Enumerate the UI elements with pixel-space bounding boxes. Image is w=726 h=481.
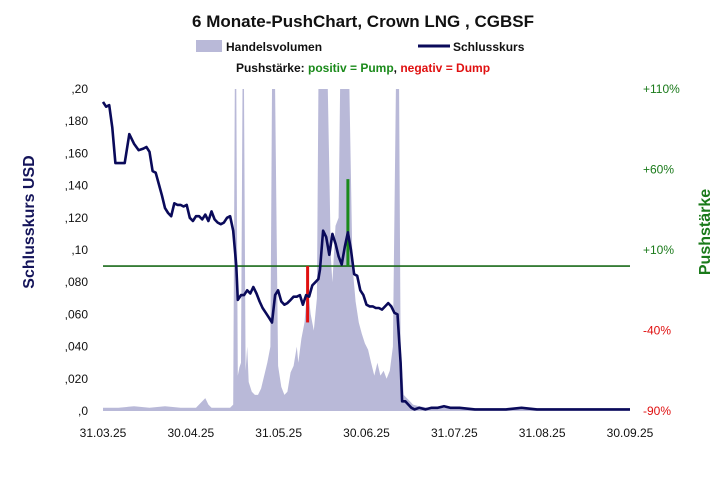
y-right-tick-label: -90% <box>643 404 671 418</box>
x-tick-label: 31.03.25 <box>80 426 127 440</box>
x-tick-label: 30.04.25 <box>167 426 214 440</box>
y-left-tick-label: ,140 <box>65 179 89 193</box>
legend-push-negative: negativ = Dump <box>400 61 490 75</box>
y-left-tick-label: ,080 <box>65 275 89 289</box>
legend-push-positive: positiv = Pump <box>308 61 394 75</box>
y-left-tick-label: ,120 <box>65 211 89 225</box>
volume-area <box>103 89 630 411</box>
legend-push-separator: , <box>394 61 401 75</box>
y-axis-right-title: Pushstärke <box>697 189 714 275</box>
y-left-tick-label: ,060 <box>65 307 89 321</box>
volume-layer <box>103 89 630 411</box>
legend-push-line: Pushstärke: positiv = Pump, negativ = Du… <box>236 61 490 75</box>
x-tick-label: 31.08.25 <box>519 426 566 440</box>
x-axis-ticks: 31.03.25 30.04.25 31.05.25 30.06.25 31.07.25… <box>80 426 654 440</box>
chart-legend: Handelsvolumen Schlusskurs Pushstärke: p… <box>196 40 525 75</box>
close-price-line <box>101 101 630 411</box>
y-right-tick-label: +10% <box>643 243 674 257</box>
y-left-tick-label: ,10 <box>71 243 88 257</box>
y-axis-left-title: Schlusskurs USD <box>21 155 38 288</box>
y-left-tick-label: ,180 <box>65 114 89 128</box>
y-left-tick-label: ,0 <box>78 404 88 418</box>
x-tick-label: 30.09.25 <box>607 426 654 440</box>
legend-close-label: Schlusskurs <box>453 40 525 54</box>
y-left-tick-label: ,040 <box>65 340 89 354</box>
legend-push-prefix: Pushstärke: <box>236 61 308 75</box>
legend-volume-label: Handelsvolumen <box>226 40 322 54</box>
y-left-tick-label: ,020 <box>65 372 89 386</box>
chart-title: 6 Monate-PushChart, Crown LNG , CGBSF <box>192 12 534 31</box>
y-left-tick-label: ,160 <box>65 146 89 160</box>
y-right-tick-label: +60% <box>643 163 674 177</box>
x-tick-label: 31.05.25 <box>255 426 302 440</box>
legend-volume-swatch <box>196 40 222 52</box>
close-price-layer <box>101 101 630 411</box>
y-axis-left-ticks: ,0 ,020 ,040 ,060 ,080 ,10 ,120 ,140 ,160 ,180 ,20 <box>65 82 89 418</box>
y-right-tick-label: +110% <box>643 82 680 96</box>
push-bars-layer <box>306 179 350 323</box>
x-tick-label: 30.06.25 <box>343 426 390 440</box>
y-axis-right-ticks: +110% +60% +10% -40% -90% <box>643 82 680 418</box>
y-left-tick-label: ,20 <box>71 82 88 96</box>
x-tick-label: 31.07.25 <box>431 426 478 440</box>
y-right-tick-label: -40% <box>643 324 671 338</box>
